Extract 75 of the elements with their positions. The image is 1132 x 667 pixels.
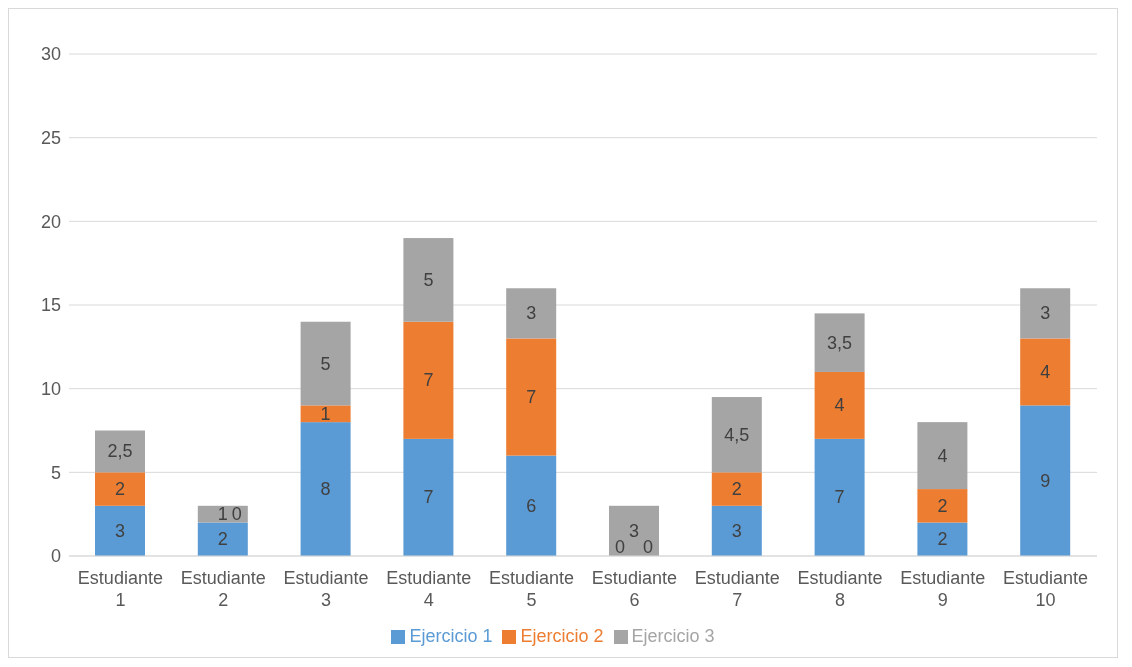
y-tick-label: 0 [50, 546, 61, 567]
data-label: 3 [526, 303, 537, 324]
data-label: 5 [423, 269, 434, 290]
data-label: 7 [526, 387, 537, 408]
data-label: 3 [628, 520, 640, 541]
bar [506, 338, 557, 456]
bar [403, 238, 454, 322]
data-label: 7 [834, 487, 845, 508]
y-tick-label: 5 [50, 462, 61, 483]
x-tick-label: Estudiante 8 [797, 568, 883, 610]
data-label: 2 [937, 529, 948, 550]
data-label: 4 [937, 445, 948, 466]
bar [506, 288, 557, 339]
legend-label: Ejercicio 3 [631, 626, 715, 646]
data-label: 0 [614, 537, 626, 557]
x-tick-label: Estudiante 2 [180, 568, 266, 610]
x-tick-label: Estudiante 5 [489, 568, 575, 610]
bar [1020, 338, 1071, 406]
data-label: 2 [937, 495, 948, 516]
data-label: 1 [217, 504, 228, 525]
data-label: 4 [834, 395, 845, 416]
legend-label: Ejercicio 2 [520, 626, 604, 646]
y-tick-label: 15 [40, 295, 61, 316]
bar [711, 505, 762, 556]
data-label: 3 [731, 520, 742, 541]
legend-label: Ejercicio 1 [409, 626, 493, 646]
data-label: 9 [1040, 470, 1051, 491]
data-label: 7 [423, 370, 434, 391]
x-tick-label: Estudiante 6 [591, 568, 677, 610]
data-label: 5 [320, 353, 331, 374]
bar [711, 397, 762, 473]
bar [197, 522, 248, 556]
bar [917, 489, 968, 523]
bar [814, 371, 865, 439]
bar [711, 472, 762, 506]
data-label: 2 [217, 529, 228, 550]
x-tick-label: Estudiante 1 [77, 568, 163, 610]
y-tick-label: 20 [40, 211, 61, 232]
bar [95, 505, 145, 556]
bar [814, 313, 865, 372]
bar [1020, 405, 1071, 556]
data-label: 1 [320, 403, 331, 424]
x-tick-label: Estudiante 4 [386, 568, 472, 610]
bar [95, 472, 145, 506]
data-label: 0 [642, 537, 654, 557]
y-tick-label: 30 [40, 44, 61, 65]
bar [1020, 288, 1071, 339]
bar [917, 522, 968, 556]
x-tick-label: Estudiante 7 [694, 568, 780, 610]
data-label: 3 [114, 520, 126, 541]
data-label: 3,5 [827, 332, 853, 353]
x-tick-label: Estudiante 10 [1003, 568, 1089, 610]
data-label: 4,5 [724, 424, 750, 445]
bar [95, 430, 145, 473]
bar [403, 321, 454, 439]
data-label: 8 [320, 479, 331, 500]
bar [300, 321, 351, 406]
bar [403, 438, 454, 556]
bar [917, 422, 968, 490]
x-tick-label: Estudiante 9 [900, 568, 986, 610]
data-label: 3 [1040, 303, 1051, 324]
data-label: 7 [423, 487, 434, 508]
data-label: 0 [231, 503, 242, 524]
data-label: 2 [114, 479, 126, 500]
bar [300, 422, 351, 556]
y-tick-label: 10 [40, 379, 61, 400]
data-label: 2,5 [107, 441, 133, 462]
data-label: 4 [1040, 361, 1051, 382]
bar [506, 455, 557, 556]
data-label: 6 [526, 495, 537, 516]
bar [814, 438, 865, 556]
data-label: 2 [731, 479, 742, 500]
bar [300, 405, 351, 423]
y-tick-label: 25 [40, 128, 61, 149]
x-tick-label: Estudiante 3 [283, 568, 369, 610]
